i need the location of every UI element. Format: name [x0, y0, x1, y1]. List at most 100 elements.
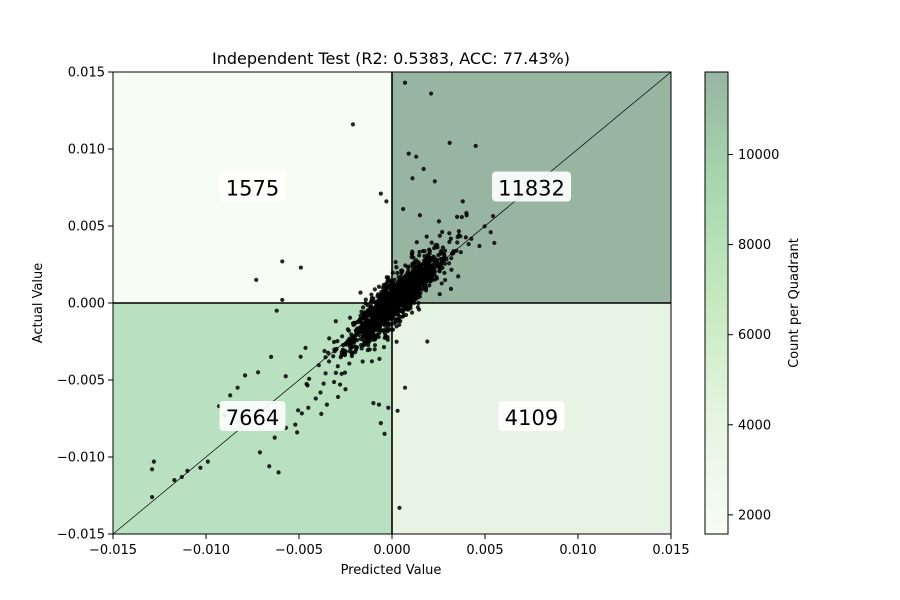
data-point: [331, 379, 337, 385]
x-tick-label: 0.015: [652, 543, 689, 558]
data-point: [394, 324, 399, 329]
data-point: [394, 339, 399, 344]
data-point: [283, 374, 288, 379]
data-point: [350, 122, 356, 127]
data-point: [392, 277, 397, 283]
data-point: [430, 276, 435, 282]
data-point: [406, 283, 411, 288]
quadrant-count-top-right: 11832: [498, 177, 565, 201]
data-point: [371, 331, 376, 336]
colorbar-label: Count per Quadrant: [787, 238, 802, 368]
data-point: [351, 336, 356, 341]
y-tick-label: 0.005: [68, 220, 105, 235]
data-point: [303, 345, 308, 350]
data-point: [459, 214, 464, 220]
data-point: [360, 359, 365, 364]
x-tick-label: 0.010: [559, 543, 596, 558]
data-point: [293, 422, 298, 427]
data-point: [395, 408, 400, 413]
data-point: [369, 359, 375, 364]
data-point: [386, 405, 391, 410]
data-point: [368, 303, 374, 308]
chart-title: Independent Test (R2: 0.5383, ACC: 77.43…: [212, 49, 570, 68]
data-point: [442, 248, 448, 253]
data-point: [399, 268, 404, 273]
data-point: [441, 252, 447, 257]
data-point: [359, 309, 364, 314]
data-point: [280, 259, 285, 264]
data-point: [414, 154, 419, 159]
data-point: [394, 265, 399, 270]
data-point: [426, 252, 431, 257]
data-point: [429, 264, 434, 270]
data-point: [415, 266, 420, 271]
data-point: [405, 294, 411, 299]
data-point: [437, 269, 442, 274]
data-point: [371, 401, 376, 406]
data-point: [442, 261, 448, 266]
data-point: [354, 332, 359, 337]
data-point: [417, 249, 422, 255]
data-point: [323, 355, 328, 360]
x-tick-label: −0.005: [275, 543, 323, 558]
y-tick-label: 0.010: [68, 143, 105, 158]
data-point: [335, 364, 340, 369]
data-point: [267, 464, 272, 469]
data-point: [397, 505, 402, 510]
data-point: [342, 370, 348, 375]
y-tick-label: −0.015: [57, 528, 105, 543]
data-point: [324, 402, 329, 407]
data-point: [430, 255, 435, 261]
data-point: [318, 390, 323, 395]
data-point: [429, 240, 434, 245]
data-point: [325, 350, 331, 355]
y-tick-label: 0.000: [68, 297, 105, 312]
data-point: [440, 245, 446, 250]
data-point: [439, 281, 444, 286]
data-point: [242, 373, 248, 378]
data-point: [490, 213, 496, 219]
data-point: [411, 298, 416, 303]
data-point: [341, 350, 347, 356]
data-point: [425, 339, 430, 344]
data-point: [477, 243, 482, 249]
data-point: [307, 376, 312, 381]
data-point: [411, 294, 416, 299]
data-point: [359, 346, 364, 351]
data-point: [440, 229, 445, 235]
data-point: [451, 249, 456, 254]
data-point: [358, 313, 363, 318]
data-point: [299, 411, 304, 416]
data-point: [280, 297, 285, 303]
data-point: [323, 371, 328, 376]
data-point: [426, 247, 432, 252]
data-point: [381, 345, 387, 350]
data-point: [416, 307, 422, 312]
data-point: [396, 318, 401, 323]
data-point: [358, 290, 363, 295]
data-point: [414, 285, 419, 291]
data-point: [332, 349, 337, 354]
quadrant-count-bottom-right: 4109: [505, 406, 558, 430]
data-point: [410, 176, 415, 181]
data-point: [345, 327, 350, 332]
data-point: [357, 318, 362, 323]
data-point: [326, 359, 332, 364]
data-point: [272, 435, 277, 440]
data-point: [427, 258, 433, 264]
data-point: [433, 260, 439, 265]
data-point: [306, 405, 311, 410]
data-point: [377, 304, 382, 309]
data-point: [403, 263, 408, 268]
data-point: [382, 431, 387, 436]
data-point: [410, 251, 415, 256]
x-tick-label: −0.015: [89, 543, 137, 558]
data-point: [396, 275, 401, 280]
quadrant-label-box: [498, 400, 565, 431]
data-point: [395, 270, 400, 276]
data-point: [402, 385, 408, 390]
data-point: [343, 387, 348, 392]
data-point: [375, 293, 380, 299]
data-point: [382, 284, 387, 289]
data-point: [466, 242, 471, 247]
